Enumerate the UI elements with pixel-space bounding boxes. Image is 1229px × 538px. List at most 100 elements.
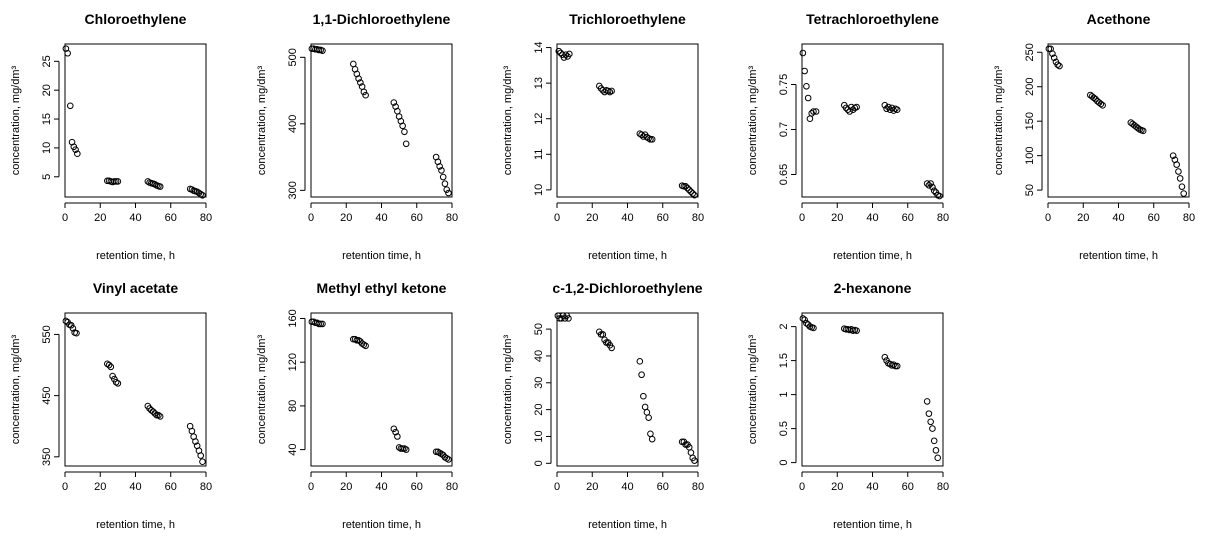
data-point bbox=[893, 106, 901, 113]
data-point bbox=[74, 150, 81, 157]
data-point bbox=[317, 320, 324, 328]
y-axis-label: concentration, mg/dm³ bbox=[747, 65, 759, 175]
y-axis-label: concentration, mg/dm³ bbox=[993, 65, 1005, 175]
y-axis-label: concentration, mg/dm³ bbox=[502, 334, 514, 444]
data-point bbox=[151, 180, 159, 188]
data-point bbox=[72, 146, 79, 153]
data-point bbox=[144, 178, 152, 185]
y-tick-label: 150 bbox=[1024, 112, 1036, 130]
chart-panel: 2-hexanone 0 20 40 60 80 0 0.5 1 1.5 2 retention ti… bbox=[737, 269, 982, 538]
chart-svg: c-1,2-Dichloroethylene 0 20 40 60 80 0 10 20 30 40… bbox=[502, 280, 704, 531]
data-point bbox=[687, 449, 695, 456]
data-point bbox=[608, 344, 615, 352]
data-point bbox=[853, 103, 860, 111]
plot-frame bbox=[801, 43, 944, 198]
data-point bbox=[112, 378, 120, 386]
y-axis-label: concentration, mg/dm³ bbox=[10, 334, 22, 444]
data-point bbox=[927, 418, 934, 426]
data-point bbox=[925, 410, 933, 417]
x-tick-label: 0 bbox=[799, 212, 805, 224]
y-tick-label: 10 bbox=[533, 184, 545, 196]
data-point bbox=[803, 319, 810, 327]
x-axis-label: retention time, h bbox=[342, 519, 421, 531]
y-tick-label: 25 bbox=[41, 55, 53, 67]
x-tick-label: 80 bbox=[692, 481, 704, 493]
data-point bbox=[932, 447, 940, 454]
plot-frame bbox=[556, 312, 699, 467]
x-tick-label: 20 bbox=[340, 481, 352, 493]
data-point bbox=[155, 411, 162, 419]
plot-frame bbox=[64, 312, 207, 467]
x-axis-label: retention time, h bbox=[96, 250, 175, 262]
x-axis-label: retention time, h bbox=[342, 250, 421, 262]
chart-title: c-1,2-Dichloroethylene bbox=[552, 280, 702, 296]
data-point bbox=[1178, 183, 1186, 190]
data-point bbox=[401, 128, 408, 136]
data-point bbox=[648, 136, 656, 143]
data-point bbox=[923, 180, 931, 187]
x-axis-label: retention time, h bbox=[833, 519, 912, 531]
y-tick-label: 20 bbox=[533, 404, 545, 416]
data-point bbox=[402, 446, 410, 453]
data-point bbox=[1180, 190, 1188, 197]
y-tick-label: 0.75 bbox=[778, 74, 790, 95]
data-point bbox=[648, 435, 656, 443]
data-point bbox=[1139, 127, 1147, 135]
y-tick-label: 0.65 bbox=[778, 164, 790, 185]
x-tick-label: 0 bbox=[308, 481, 314, 493]
data-point bbox=[685, 186, 693, 194]
data-point bbox=[645, 414, 652, 421]
data-point bbox=[64, 49, 71, 57]
x-tick-label: 20 bbox=[586, 212, 598, 224]
y-tick-label: 160 bbox=[287, 309, 299, 327]
y-tick-label: 40 bbox=[287, 443, 299, 455]
y-tick-label: 500 bbox=[287, 48, 299, 66]
y-axis-label: concentration, mg/dm³ bbox=[502, 65, 514, 175]
data-point bbox=[810, 324, 817, 332]
chart-title: Tetrachloroethylene bbox=[806, 11, 939, 27]
x-tick-label: 40 bbox=[621, 212, 633, 224]
y-tick-label: 120 bbox=[287, 353, 299, 371]
data-point bbox=[402, 140, 410, 148]
data-point bbox=[636, 358, 644, 365]
chart-panel: 1,1-Dichloroethylene 0 20 40 60 80 300 400 500 re… bbox=[246, 0, 491, 269]
x-tick-label: 0 bbox=[1045, 212, 1051, 224]
data-point bbox=[1099, 102, 1106, 109]
x-tick-label: 0 bbox=[799, 481, 805, 493]
data-point bbox=[929, 425, 936, 432]
y-tick-label: 50 bbox=[533, 323, 545, 335]
data-point bbox=[638, 371, 645, 379]
data-point bbox=[682, 183, 689, 190]
chart-panel: Acethone 0 20 40 60 80 50 100 150 200 250 retention… bbox=[983, 0, 1228, 269]
y-tick-label: 10 bbox=[533, 430, 545, 442]
data-point bbox=[360, 88, 368, 96]
y-tick-label: 11 bbox=[533, 149, 545, 160]
data-point bbox=[1049, 50, 1056, 57]
data-point bbox=[881, 353, 889, 361]
data-point bbox=[188, 427, 196, 435]
data-point bbox=[319, 47, 326, 54]
x-axis-label: retention time, h bbox=[833, 250, 912, 262]
data-point bbox=[562, 51, 570, 58]
y-tick-label: 15 bbox=[41, 113, 53, 125]
x-tick-label: 40 bbox=[866, 481, 878, 493]
data-point bbox=[555, 47, 563, 55]
data-point bbox=[801, 316, 808, 324]
y-tick-label: 14 bbox=[533, 41, 545, 53]
chart-svg: Trichloroethylene 0 20 40 60 80 10 11 12 13 14 rete… bbox=[502, 11, 704, 262]
y-tick-label: 1.5 bbox=[778, 353, 790, 368]
data-point bbox=[691, 457, 698, 464]
data-point bbox=[1092, 95, 1099, 103]
x-tick-label: 60 bbox=[657, 212, 669, 224]
data-point bbox=[812, 108, 820, 115]
data-point bbox=[1090, 94, 1098, 102]
data-point bbox=[112, 178, 120, 185]
x-tick-label: 60 bbox=[657, 481, 669, 493]
y-tick-label: 30 bbox=[533, 377, 545, 389]
data-point bbox=[156, 183, 164, 190]
data-point bbox=[111, 178, 118, 185]
data-point bbox=[399, 122, 406, 130]
y-tick-label: 400 bbox=[287, 115, 299, 133]
chart-svg: 1,1-Dichloroethylene 0 20 40 60 80 300 400 500 re… bbox=[256, 11, 458, 262]
plot-frame bbox=[1047, 43, 1190, 198]
